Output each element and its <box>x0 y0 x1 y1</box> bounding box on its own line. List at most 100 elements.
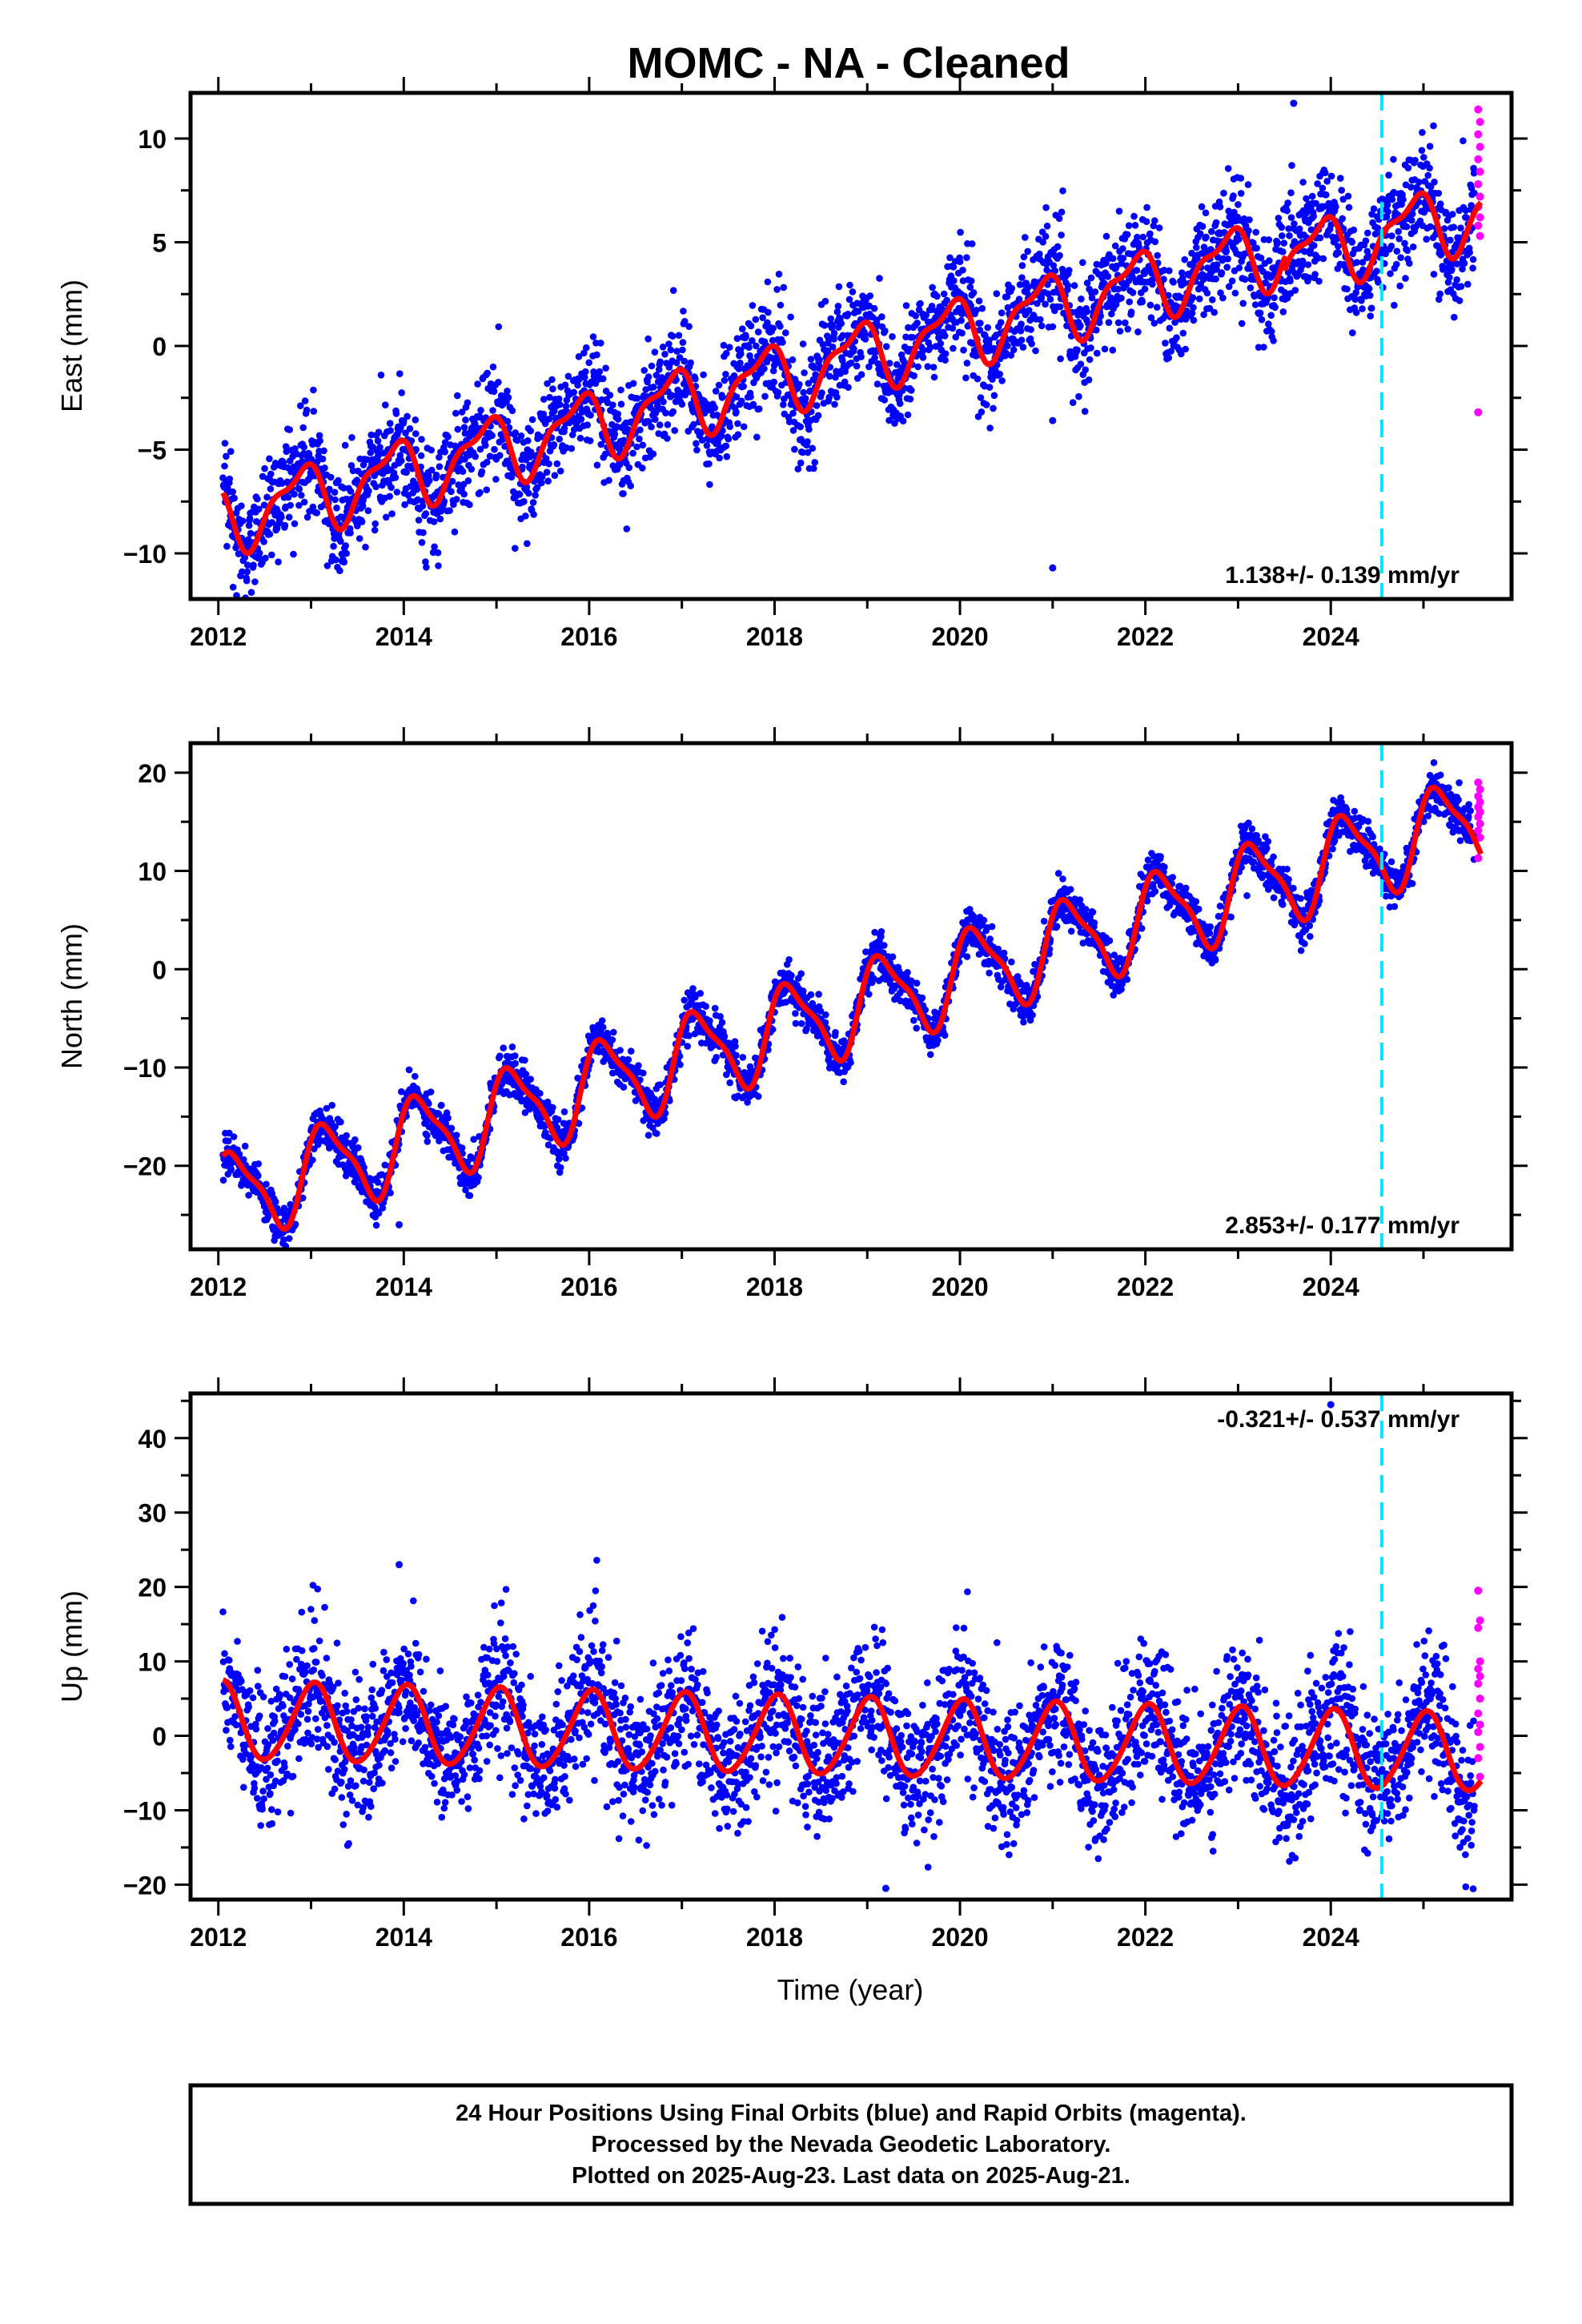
data-point <box>861 336 869 343</box>
data-point <box>1075 392 1082 400</box>
data-point <box>1102 232 1110 240</box>
data-point <box>871 354 878 361</box>
data-point <box>633 395 641 402</box>
data-point <box>475 1174 482 1181</box>
data-point <box>430 518 438 525</box>
data-point <box>671 427 678 434</box>
data-point <box>443 1109 451 1116</box>
data-point <box>865 991 873 998</box>
data-point <box>266 530 274 538</box>
data-point <box>816 356 823 364</box>
data-point <box>970 289 978 296</box>
data-point <box>645 418 652 425</box>
data-point <box>348 434 355 441</box>
data-point <box>1379 195 1387 203</box>
data-point <box>680 308 687 315</box>
data-point <box>733 335 741 343</box>
data-point <box>669 287 677 295</box>
data-point <box>420 529 427 537</box>
data-point <box>516 491 524 498</box>
data-point <box>1085 376 1093 384</box>
data-point <box>1449 211 1456 218</box>
data-point <box>337 1118 344 1126</box>
data-point <box>1466 249 1473 256</box>
data-point <box>431 543 438 551</box>
data-point <box>351 1136 359 1144</box>
data-point <box>1285 225 1292 232</box>
data-point <box>648 423 655 431</box>
data-point <box>1267 328 1275 336</box>
data-point <box>1344 192 1352 200</box>
data-point <box>1046 296 1054 304</box>
data-point <box>654 402 661 409</box>
data-point <box>1348 239 1356 246</box>
rapid-orbit-points-east <box>1474 105 1484 416</box>
data-point <box>1288 162 1295 169</box>
data-point <box>807 356 815 363</box>
data-point <box>542 455 550 462</box>
data-point <box>337 537 344 545</box>
data-point <box>1042 203 1050 211</box>
data-point <box>1393 260 1400 268</box>
data-point <box>1086 356 1094 364</box>
data-point <box>533 484 541 491</box>
data-point <box>583 344 590 352</box>
data-point <box>605 476 612 485</box>
data-point <box>1155 224 1163 231</box>
data-point <box>1133 267 1141 274</box>
data-point <box>291 445 299 452</box>
data-point <box>775 271 783 278</box>
data-point <box>1306 274 1313 282</box>
y-tick-label: 10 <box>138 125 167 154</box>
data-point <box>474 380 481 388</box>
data-point <box>997 319 1005 327</box>
data-point <box>865 363 873 371</box>
data-point <box>1037 316 1044 324</box>
rapid-point <box>1476 143 1484 151</box>
data-point <box>821 1019 829 1027</box>
data-point <box>280 1236 287 1244</box>
data-point <box>614 416 622 423</box>
data-point <box>617 400 625 408</box>
x-tick-label: 2012 <box>190 622 247 651</box>
data-point <box>1173 334 1180 342</box>
data-point <box>522 1071 530 1078</box>
data-point <box>1213 261 1221 268</box>
data-point <box>998 309 1006 317</box>
data-point <box>1124 325 1131 333</box>
data-point <box>504 388 511 395</box>
rapid-point <box>1476 231 1484 240</box>
data-point <box>770 362 778 369</box>
data-point <box>319 455 327 463</box>
data-point <box>247 589 255 596</box>
data-point <box>950 344 957 352</box>
data-point <box>575 1120 583 1128</box>
data-point <box>809 444 817 452</box>
data-point <box>664 435 671 442</box>
data-point <box>761 365 768 372</box>
data-point <box>255 505 263 513</box>
data-point <box>780 401 787 408</box>
data-point <box>1427 223 1434 231</box>
data-point <box>1415 179 1423 186</box>
data-point <box>1287 189 1295 196</box>
data-point <box>934 292 941 300</box>
data-point <box>1436 200 1444 207</box>
data-point <box>955 304 962 312</box>
data-point <box>448 477 456 485</box>
data-point <box>1320 203 1327 211</box>
data-point <box>1391 301 1398 309</box>
data-point <box>458 1144 466 1152</box>
data-point <box>849 288 857 296</box>
data-point <box>753 342 760 350</box>
data-point <box>315 432 323 440</box>
data-point <box>1431 179 1438 186</box>
data-point <box>998 377 1006 384</box>
data-point <box>837 320 845 328</box>
data-point <box>803 1025 810 1032</box>
data-point <box>845 296 853 304</box>
data-point <box>920 347 927 354</box>
data-point <box>1364 229 1371 237</box>
data-point <box>690 420 697 428</box>
data-point <box>1100 279 1108 287</box>
